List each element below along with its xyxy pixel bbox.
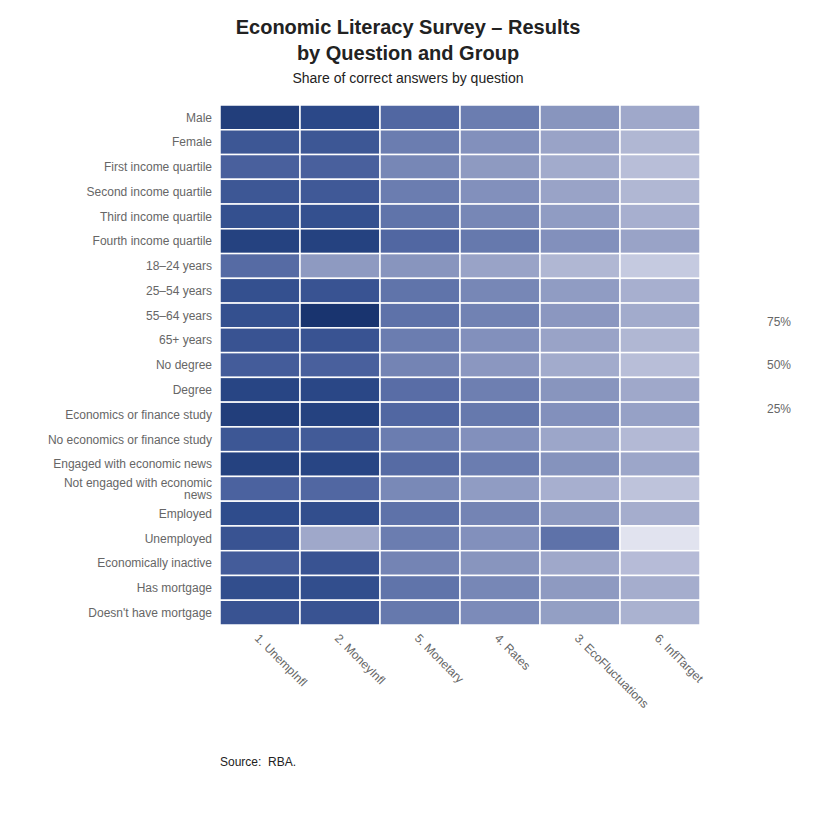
svg-text:Employed: Employed bbox=[159, 507, 212, 521]
svg-text:2. MoneyInfl: 2. MoneyInfl bbox=[332, 631, 388, 687]
svg-text:Degree: Degree bbox=[173, 383, 213, 397]
svg-text:Male: Male bbox=[186, 111, 212, 125]
svg-text:5. Monetary: 5. Monetary bbox=[412, 631, 467, 686]
svg-text:75%: 75% bbox=[767, 315, 791, 329]
html-text:Economic Literacy Survey – Res: Economic Literacy Survey – Results bbox=[235, 16, 581, 38]
svg-text:65+ years: 65+ years bbox=[159, 333, 212, 347]
html-text:by Question and Group: by Question and Group bbox=[296, 42, 520, 64]
svg-text:Second income quartile: Second income quartile bbox=[87, 185, 213, 199]
svg-text:No degree: No degree bbox=[156, 358, 212, 372]
svg-text:25%: 25% bbox=[767, 402, 791, 416]
svg-text:Engaged with economic news: Engaged with economic news bbox=[53, 457, 212, 471]
svg-text:Doesn't have mortgage: Doesn't have mortgage bbox=[88, 606, 212, 620]
svg-text:Economics or finance study: Economics or finance study bbox=[65, 408, 212, 422]
svg-text:Female: Female bbox=[172, 135, 212, 149]
svg-text:Not engaged with economicnews: Not engaged with economicnews bbox=[64, 476, 212, 502]
svg-text:Economically inactive: Economically inactive bbox=[97, 556, 212, 570]
html-text:Source: RBA.: Source: RBA. bbox=[220, 755, 296, 769]
svg-text:25–54 years: 25–54 years bbox=[146, 284, 212, 298]
svg-text:First income quartile: First income quartile bbox=[104, 160, 212, 174]
svg-text:4. Rates: 4. Rates bbox=[492, 631, 534, 673]
html-text:Share of correct answers by qu: Share of correct answers by question bbox=[292, 70, 524, 86]
svg-text:1. UnempInfl: 1. UnempInfl bbox=[252, 631, 310, 689]
svg-text:Unemployed: Unemployed bbox=[145, 532, 212, 546]
svg-text:Fourth income quartile: Fourth income quartile bbox=[93, 234, 213, 248]
svg-text:3. EcoFluctuations: 3. EcoFluctuations bbox=[572, 631, 652, 711]
svg-text:No economics or finance study: No economics or finance study bbox=[48, 433, 212, 447]
svg-text:50%: 50% bbox=[767, 358, 791, 372]
svg-text:18–24 years: 18–24 years bbox=[146, 259, 212, 273]
svg-text:6. InflTarget: 6. InflTarget bbox=[652, 631, 707, 686]
svg-text:Has mortgage: Has mortgage bbox=[137, 581, 213, 595]
svg-text:55–64 years: 55–64 years bbox=[146, 309, 212, 323]
svg-text:Third income quartile: Third income quartile bbox=[100, 210, 212, 224]
